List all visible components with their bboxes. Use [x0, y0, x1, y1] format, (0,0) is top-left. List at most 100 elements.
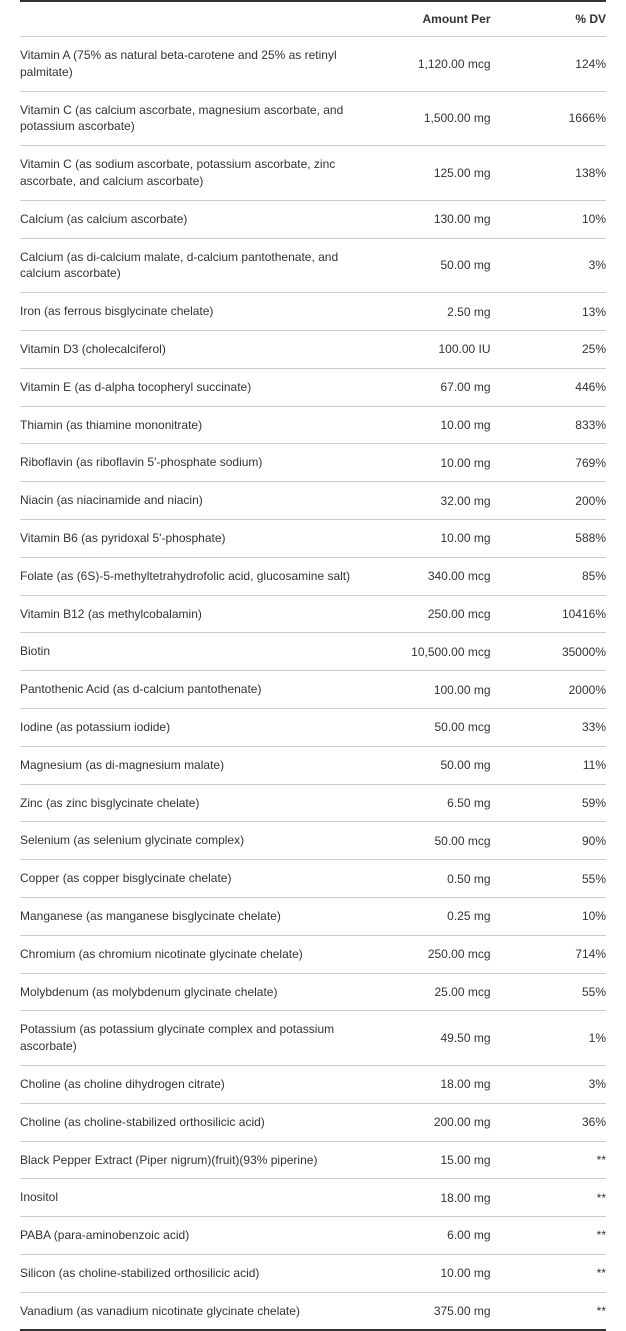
ingredient-amount: 6.00 mg: [372, 1228, 501, 1242]
ingredient-amount: 67.00 mg: [372, 380, 501, 394]
ingredient-dv: 35000%: [501, 645, 606, 659]
ingredient-dv: 1%: [501, 1031, 606, 1045]
supplement-facts-table: Amount Per % DV Vitamin A (75% as natura…: [0, 0, 626, 1331]
ingredient-name: Copper (as copper bisglycinate chelate): [20, 870, 372, 887]
ingredient-dv: 10%: [501, 212, 606, 226]
ingredient-amount: 6.50 mg: [372, 796, 501, 810]
table-row: Manganese (as manganese bisglycinate che…: [20, 898, 606, 936]
ingredient-dv: 36%: [501, 1115, 606, 1129]
ingredient-name: Molybdenum (as molybdenum glycinate chel…: [20, 984, 372, 1001]
ingredient-dv: 55%: [501, 872, 606, 886]
table-row: Zinc (as zinc bisglycinate chelate)6.50 …: [20, 785, 606, 823]
table-row: Molybdenum (as molybdenum glycinate chel…: [20, 974, 606, 1012]
ingredient-dv: **: [501, 1228, 606, 1242]
ingredient-amount: 0.25 mg: [372, 909, 501, 923]
table-row: Vanadium (as vanadium nicotinate glycina…: [20, 1293, 606, 1331]
ingredient-name: PABA (para-aminobenzoic acid): [20, 1227, 372, 1244]
ingredient-dv: 10%: [501, 909, 606, 923]
ingredient-dv: 2000%: [501, 683, 606, 697]
ingredient-amount: 125.00 mg: [372, 166, 501, 180]
ingredient-amount: 375.00 mg: [372, 1304, 501, 1318]
ingredient-name: Riboflavin (as riboflavin 5'-phosphate s…: [20, 454, 372, 471]
ingredient-dv: 200%: [501, 494, 606, 508]
ingredient-dv: 25%: [501, 342, 606, 356]
ingredient-name: Selenium (as selenium glycinate complex): [20, 832, 372, 849]
ingredient-dv: 3%: [501, 1077, 606, 1091]
table-row: Calcium (as calcium ascorbate)130.00 mg1…: [20, 201, 606, 239]
ingredient-amount: 10.00 mg: [372, 456, 501, 470]
table-row: Copper (as copper bisglycinate chelate)0…: [20, 860, 606, 898]
table-row: Vitamin B12 (as methylcobalamin)250.00 m…: [20, 596, 606, 634]
ingredient-dv: 90%: [501, 834, 606, 848]
ingredient-name: Thiamin (as thiamine mononitrate): [20, 417, 372, 434]
ingredient-name: Vitamin B12 (as methylcobalamin): [20, 606, 372, 623]
table-row: Niacin (as niacinamide and niacin)32.00 …: [20, 482, 606, 520]
table-row: Black Pepper Extract (Piper nigrum)(frui…: [20, 1142, 606, 1180]
ingredient-dv: **: [501, 1304, 606, 1318]
table-row: Vitamin B6 (as pyridoxal 5'-phosphate)10…: [20, 520, 606, 558]
ingredient-amount: 32.00 mg: [372, 494, 501, 508]
ingredient-name: Choline (as choline dihydrogen citrate): [20, 1076, 372, 1093]
ingredient-dv: 769%: [501, 456, 606, 470]
table-row: Thiamin (as thiamine mononitrate)10.00 m…: [20, 407, 606, 445]
ingredient-name: Pantothenic Acid (as d-calcium pantothen…: [20, 681, 372, 698]
table-row: Riboflavin (as riboflavin 5'-phosphate s…: [20, 444, 606, 482]
table-row: Calcium (as di-calcium malate, d-calcium…: [20, 239, 606, 294]
table-row: Iodine (as potassium iodide)50.00 mcg33%: [20, 709, 606, 747]
ingredient-name: Vitamin C (as calcium ascorbate, magnesi…: [20, 102, 372, 136]
table-row: Pantothenic Acid (as d-calcium pantothen…: [20, 671, 606, 709]
ingredient-name: Silicon (as choline-stabilized orthosili…: [20, 1265, 372, 1282]
table-row: PABA (para-aminobenzoic acid)6.00 mg**: [20, 1217, 606, 1255]
ingredient-amount: 15.00 mg: [372, 1153, 501, 1167]
ingredient-dv: 55%: [501, 985, 606, 999]
ingredient-amount: 50.00 mg: [372, 758, 501, 772]
ingredient-amount: 10,500.00 mcg: [372, 645, 501, 659]
ingredient-name: Black Pepper Extract (Piper nigrum)(frui…: [20, 1152, 372, 1169]
ingredient-name: Vanadium (as vanadium nicotinate glycina…: [20, 1303, 372, 1320]
ingredient-amount: 2.50 mg: [372, 305, 501, 319]
ingredient-name: Vitamin E (as d-alpha tocopheryl succina…: [20, 379, 372, 396]
ingredient-dv: **: [501, 1191, 606, 1205]
ingredient-name: Manganese (as manganese bisglycinate che…: [20, 908, 372, 925]
ingredient-dv: 124%: [501, 57, 606, 71]
table-row: Vitamin A (75% as natural beta-carotene …: [20, 37, 606, 92]
ingredient-name: Calcium (as di-calcium malate, d-calcium…: [20, 249, 372, 283]
ingredient-amount: 130.00 mg: [372, 212, 501, 226]
table-row: Selenium (as selenium glycinate complex)…: [20, 822, 606, 860]
ingredient-dv: 11%: [501, 758, 606, 772]
ingredient-dv: 10416%: [501, 607, 606, 621]
ingredient-dv: 833%: [501, 418, 606, 432]
table-row: Vitamin D3 (cholecalciferol)100.00 IU25%: [20, 331, 606, 369]
ingredient-amount: 50.00 mg: [372, 258, 501, 272]
ingredient-amount: 50.00 mcg: [372, 720, 501, 734]
ingredient-dv: 85%: [501, 569, 606, 583]
ingredient-amount: 250.00 mcg: [372, 947, 501, 961]
ingredient-amount: 250.00 mcg: [372, 607, 501, 621]
ingredient-amount: 18.00 mg: [372, 1077, 501, 1091]
ingredient-name: Vitamin D3 (cholecalciferol): [20, 341, 372, 358]
ingredient-dv: 588%: [501, 531, 606, 545]
ingredient-amount: 18.00 mg: [372, 1191, 501, 1205]
table-row: Folate (as (6S)-5-methyltetrahydrofolic …: [20, 558, 606, 596]
ingredient-dv: 33%: [501, 720, 606, 734]
ingredient-name: Choline (as choline-stabilized orthosili…: [20, 1114, 372, 1131]
ingredient-amount: 200.00 mg: [372, 1115, 501, 1129]
ingredient-amount: 10.00 mg: [372, 418, 501, 432]
table-row: Choline (as choline dihydrogen citrate)1…: [20, 1066, 606, 1104]
ingredient-dv: 59%: [501, 796, 606, 810]
ingredient-amount: 50.00 mcg: [372, 834, 501, 848]
table-row: Iron (as ferrous bisglycinate chelate)2.…: [20, 293, 606, 331]
ingredient-name: Folate (as (6S)-5-methyltetrahydrofolic …: [20, 568, 372, 585]
ingredient-name: Magnesium (as di-magnesium malate): [20, 757, 372, 774]
ingredient-name: Inositol: [20, 1189, 372, 1206]
ingredient-name: Iodine (as potassium iodide): [20, 719, 372, 736]
table-row: Chromium (as chromium nicotinate glycina…: [20, 936, 606, 974]
ingredient-dv: **: [501, 1266, 606, 1280]
header-amount: Amount Per: [372, 12, 501, 26]
ingredient-amount: 49.50 mg: [372, 1031, 501, 1045]
ingredient-name: Potassium (as potassium glycinate comple…: [20, 1021, 372, 1055]
ingredient-name: Calcium (as calcium ascorbate): [20, 211, 372, 228]
ingredient-name: Vitamin A (75% as natural beta-carotene …: [20, 47, 372, 81]
header-dv: % DV: [501, 12, 606, 26]
table-row: Vitamin C (as calcium ascorbate, magnesi…: [20, 92, 606, 147]
